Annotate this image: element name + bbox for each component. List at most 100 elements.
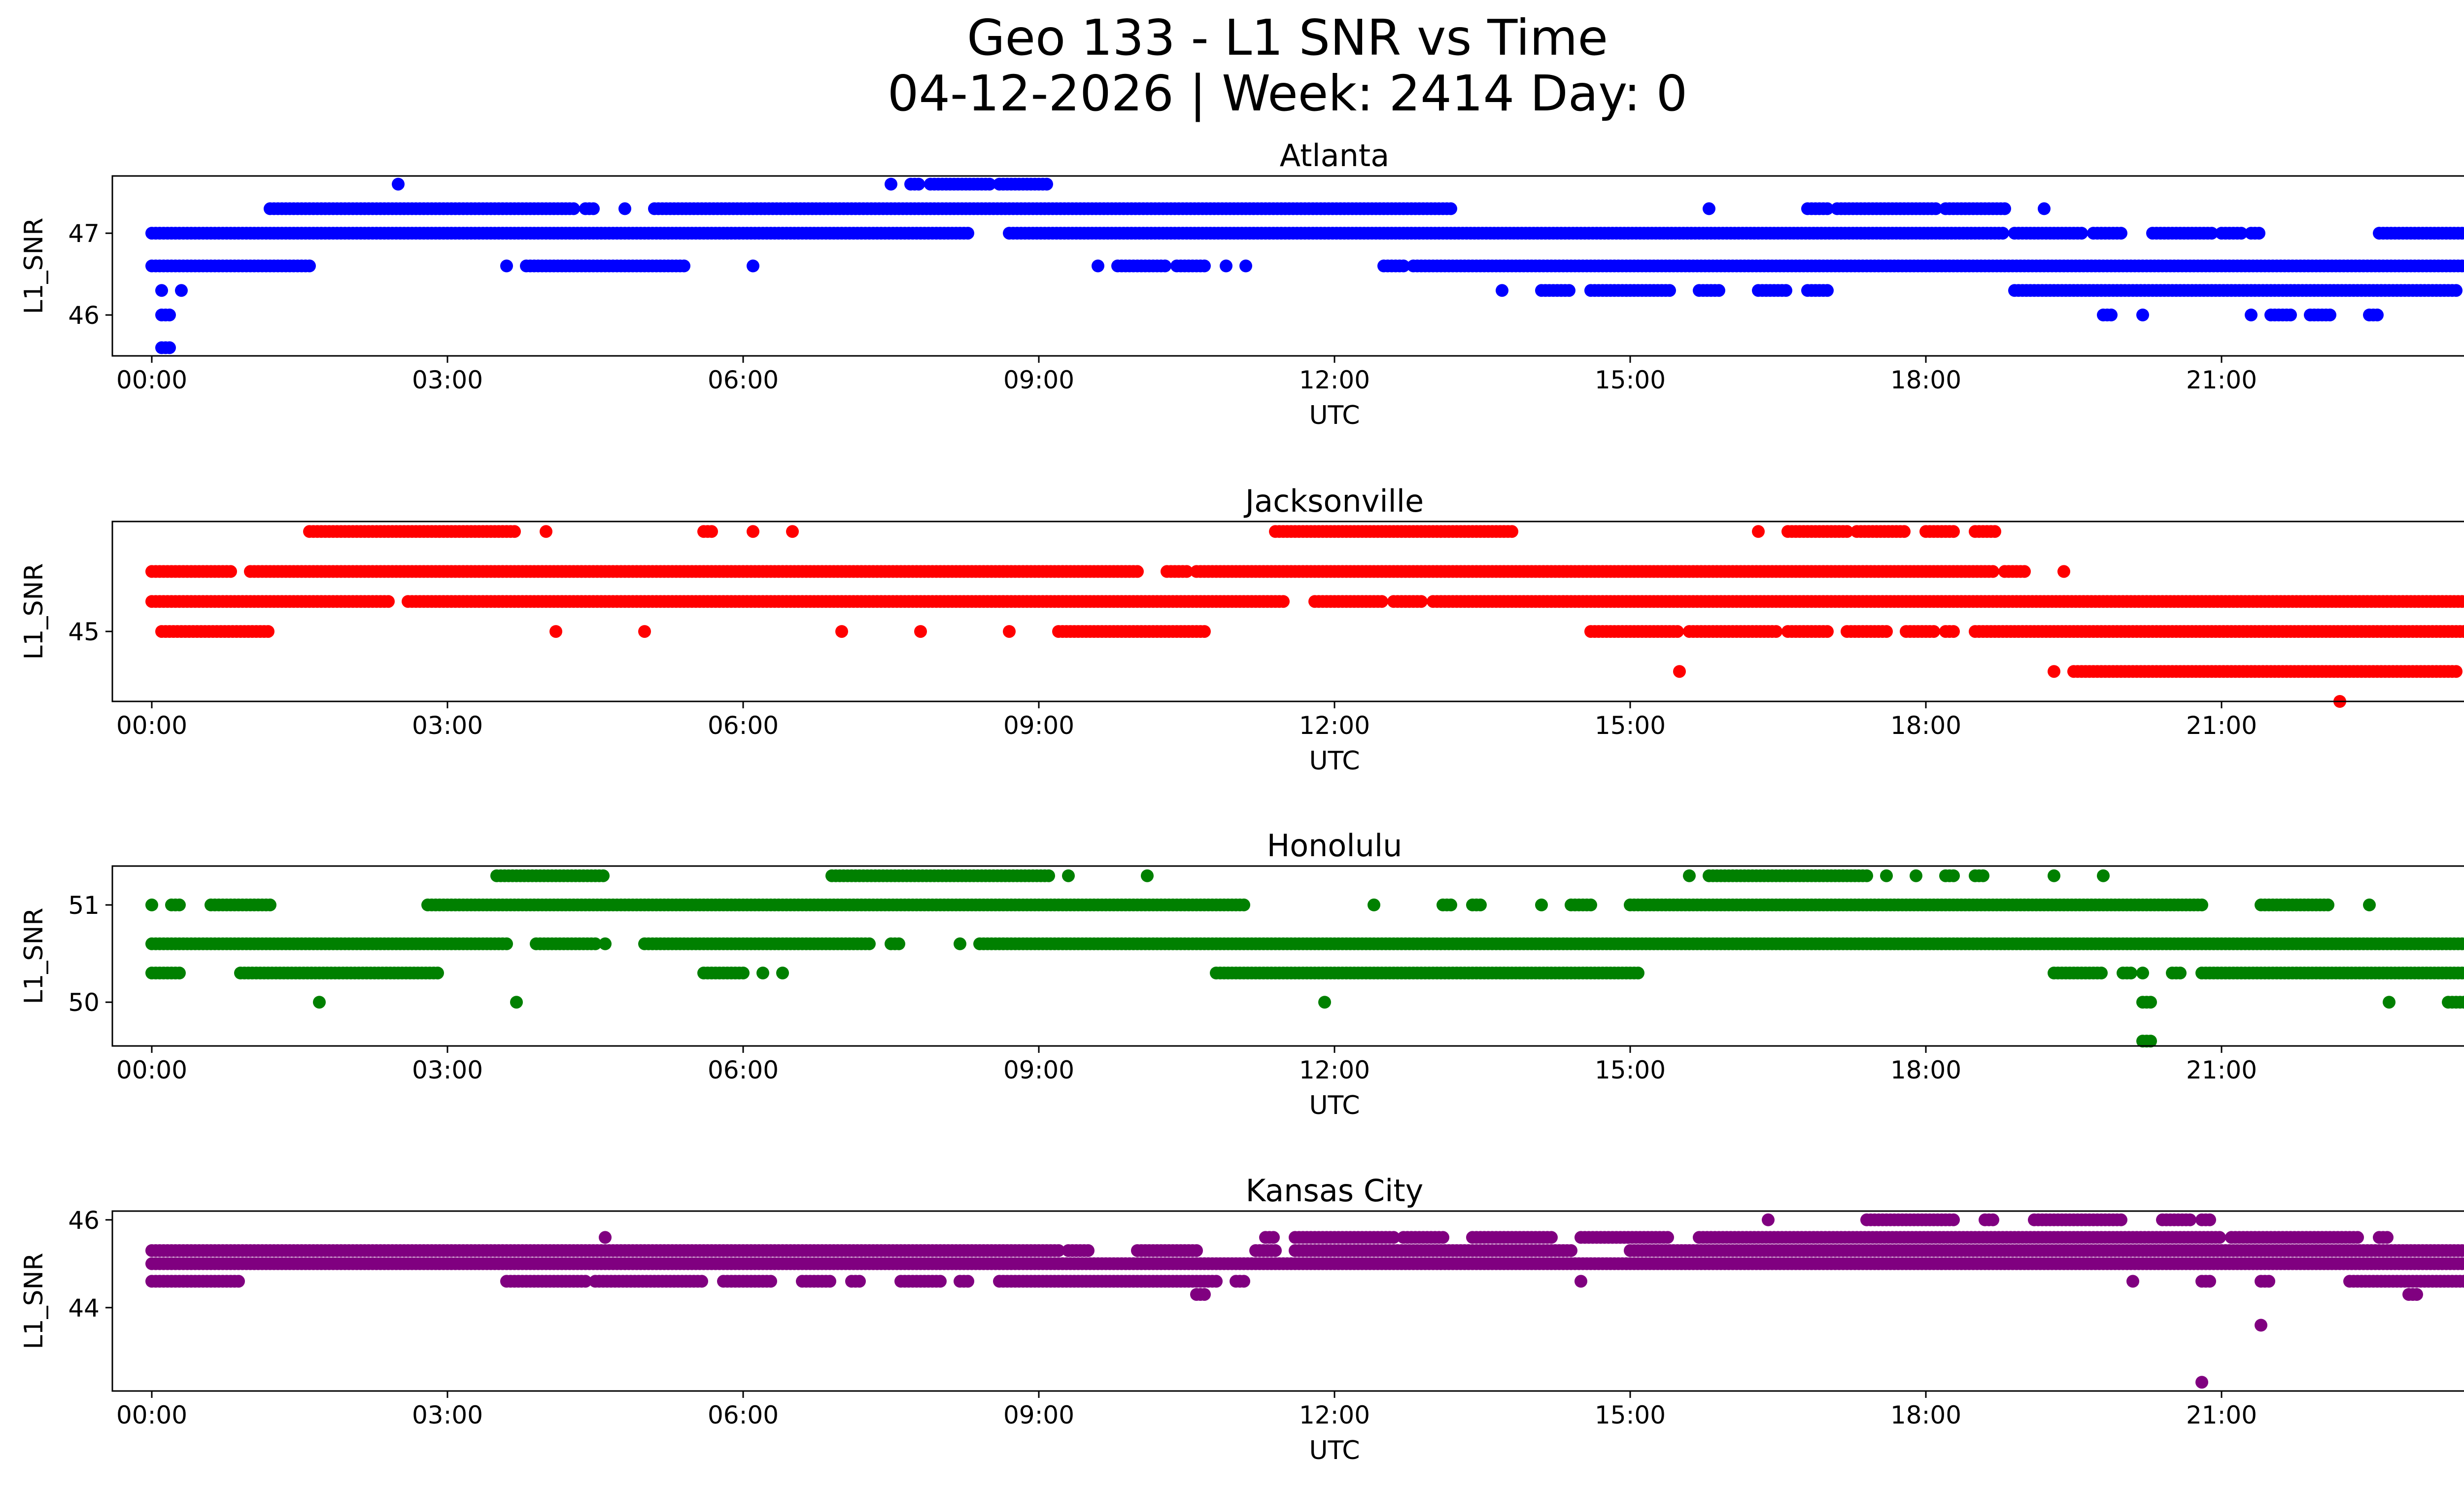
data-point — [1239, 259, 1252, 273]
data-point — [1821, 625, 1834, 638]
data-point — [1269, 1244, 1282, 1257]
data-point — [173, 967, 186, 979]
data-point — [2095, 967, 2108, 979]
subplot-title: Honolulu — [1267, 828, 1403, 864]
y-tick-label: 47 — [68, 219, 100, 248]
data-point — [961, 227, 974, 240]
data-point — [155, 284, 168, 297]
data-point — [2075, 227, 2088, 240]
data-point — [863, 937, 876, 950]
data-point — [224, 565, 237, 578]
scatter-series-honolulu — [145, 869, 2464, 1048]
data-point — [1040, 177, 1053, 191]
data-point — [1632, 967, 1644, 979]
figure-title-line2: 04-12-2026 | Week: 2414 Day: 0 — [887, 65, 1688, 122]
data-point — [1663, 284, 1676, 297]
y-tick-label: 45 — [68, 618, 100, 646]
data-point — [2195, 898, 2208, 911]
data-point — [1563, 284, 1575, 297]
data-point — [1673, 665, 1686, 678]
data-point — [2105, 309, 2118, 321]
data-point — [885, 177, 897, 191]
data-point — [2245, 309, 2258, 321]
data-point — [1671, 625, 1684, 638]
scatter-series-atlanta — [145, 177, 2464, 354]
data-point — [508, 525, 521, 538]
data-point — [1565, 1244, 1577, 1257]
x-tick-label: 00:00 — [116, 711, 187, 740]
data-point — [1988, 525, 2001, 538]
data-point — [2460, 227, 2464, 240]
figure-title: Geo 133 - L1 SNR vs Time 04-12-2026 | We… — [0, 10, 2464, 121]
data-point — [431, 967, 444, 979]
data-point — [540, 525, 552, 538]
x-tick-label: 21:00 — [2186, 1056, 2257, 1084]
data-point — [1821, 284, 1834, 297]
y-axis-label: L1_SNR — [19, 563, 49, 660]
data-point — [163, 341, 176, 354]
data-point — [1368, 898, 1380, 911]
data-point — [1375, 595, 1388, 608]
subplot-title: Atlanta — [1280, 138, 1389, 174]
data-point — [1535, 898, 1548, 911]
x-tick-label: 12:00 — [1299, 711, 1370, 740]
data-point — [2115, 227, 2127, 240]
data-point — [1712, 284, 1725, 297]
data-point — [1277, 595, 1290, 608]
data-point — [2450, 665, 2463, 678]
data-point — [1770, 625, 1782, 638]
data-point — [776, 967, 789, 979]
x-tick-label: 03:00 — [412, 366, 483, 394]
data-point — [500, 259, 513, 273]
x-tick-label: 03:00 — [412, 1056, 483, 1084]
x-tick-label: 15:00 — [1595, 711, 1666, 740]
data-point — [786, 525, 799, 538]
figure-title-line1: Geo 133 - L1 SNR vs Time — [967, 9, 1608, 67]
data-point — [1996, 227, 2009, 240]
y-axis-label: L1_SNR — [19, 907, 49, 1004]
data-point — [2018, 565, 2031, 578]
data-point — [1860, 869, 1873, 882]
x-tick-label: 12:00 — [1299, 366, 1370, 394]
data-point — [2136, 967, 2149, 979]
data-point — [2284, 309, 2297, 321]
data-point — [2235, 227, 2248, 240]
data-point — [1947, 625, 1960, 638]
data-point — [2097, 869, 2110, 882]
data-point — [1947, 525, 1960, 538]
y-tick-label: 46 — [68, 301, 100, 330]
x-tick-label: 12:00 — [1299, 1056, 1370, 1084]
data-point — [2048, 869, 2060, 882]
data-point — [1880, 869, 1893, 882]
snr-level-46 — [303, 525, 2001, 538]
data-point — [567, 202, 580, 215]
x-tick-label: 06:00 — [708, 1056, 779, 1084]
data-point — [1584, 898, 1597, 911]
snr-level-47-6 — [392, 177, 1053, 191]
data-point — [1131, 565, 1144, 578]
x-tick-label: 21:00 — [2186, 711, 2257, 740]
data-point — [2253, 227, 2265, 240]
data-point — [705, 525, 718, 538]
x-axis-label: UTC — [1309, 1091, 1360, 1120]
snr-level-46-3 — [155, 284, 2463, 297]
data-point — [2383, 996, 2396, 1009]
data-point — [1318, 996, 1331, 1009]
scatter-series-kansas-city — [145, 1213, 2464, 1389]
data-point — [1444, 898, 1457, 911]
snr-level-51 — [145, 898, 2376, 911]
data-point — [1880, 625, 1893, 638]
axes-frame — [111, 865, 2464, 1047]
data-point — [382, 595, 395, 608]
data-point — [912, 177, 925, 191]
data-point — [262, 625, 274, 638]
data-point — [1198, 625, 1211, 638]
data-point — [2048, 665, 2060, 678]
data-point — [2136, 309, 2149, 321]
x-tick-label: 09:00 — [1003, 711, 1074, 740]
x-tick-label: 09:00 — [1003, 366, 1074, 394]
data-point — [1927, 625, 1940, 638]
data-point — [1415, 595, 1428, 608]
data-point — [175, 284, 188, 297]
